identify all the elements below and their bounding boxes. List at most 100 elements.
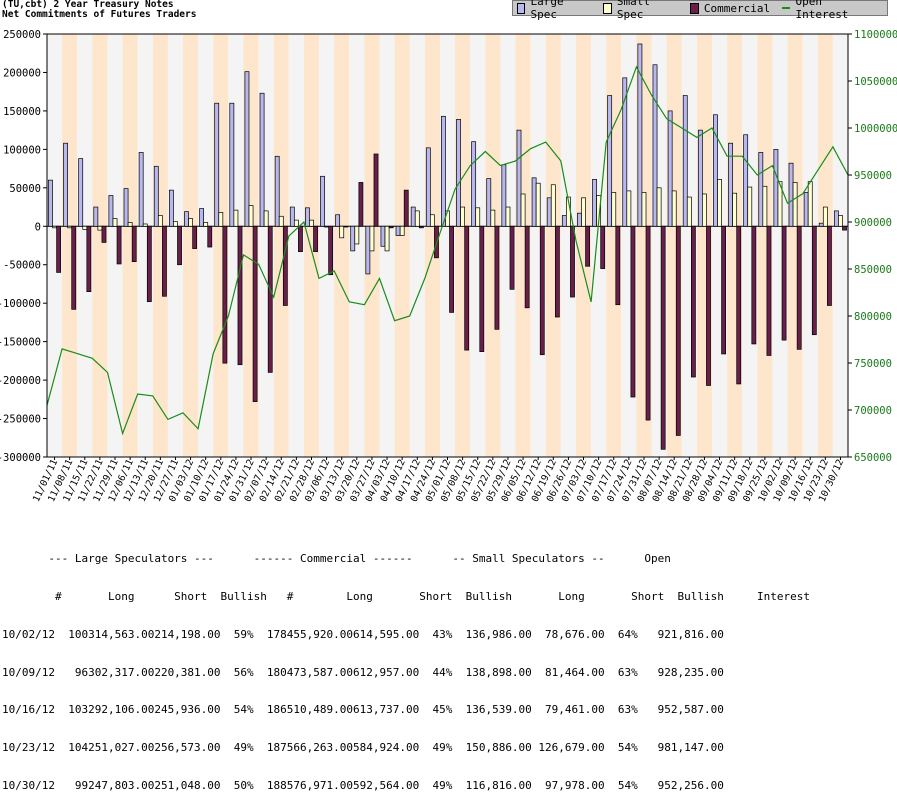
large-spec-bar <box>138 152 144 227</box>
small-spec-bar <box>671 190 677 227</box>
week-band <box>167 34 184 457</box>
table-row: 10/09/12 96302,317.00220,381.00 56% 1804… <box>2 665 724 679</box>
commercial-bar <box>192 225 198 249</box>
commercial-bar <box>570 225 575 298</box>
legend-open-interest-label: Open Interest <box>795 0 849 21</box>
large-spec-bar <box>48 179 53 227</box>
large-spec-bar <box>531 177 537 227</box>
week-band <box>591 34 607 457</box>
small-spec-bar <box>445 210 450 227</box>
small-spec-bar <box>747 186 753 227</box>
title-line-1: (TU,cbt) 2 Year Treasury Notes <box>2 0 174 10</box>
small-spec-bar <box>67 225 73 229</box>
commercial-bar <box>554 225 560 318</box>
left-axis-label: -250000 <box>0 414 41 426</box>
week-band <box>409 34 425 457</box>
commercial-bar <box>706 225 711 386</box>
small-spec-bar <box>535 182 541 227</box>
commercial-bar <box>479 225 485 352</box>
large-spec-bar <box>516 129 522 227</box>
small-spec-bar <box>97 225 103 231</box>
commercial-bar <box>600 225 606 269</box>
small-spec-bar <box>460 206 466 227</box>
small-spec-bar <box>822 206 828 227</box>
commercial-bar <box>418 225 424 229</box>
small-spec-bar <box>52 225 57 229</box>
commercial-bar <box>71 225 77 310</box>
small-spec-bar <box>717 179 722 227</box>
week-band <box>787 34 803 457</box>
small-spec-bar <box>656 187 662 227</box>
large-spec-bar <box>199 208 204 227</box>
large-spec-bar <box>244 71 250 227</box>
large-spec-bar <box>305 207 310 227</box>
large-spec-bar <box>259 92 265 227</box>
commercial-bar <box>131 225 137 263</box>
large-spec-bar <box>395 225 401 236</box>
large-spec-bar <box>682 95 688 227</box>
large-spec-bar <box>153 165 159 227</box>
right-axis-label: 850000 <box>854 264 892 276</box>
commercial-bar <box>781 225 787 341</box>
large-spec-bar <box>410 206 416 227</box>
large-spec-bar <box>380 225 386 247</box>
small-spec-bar <box>233 209 239 227</box>
left-axis-label: 0 <box>35 221 41 233</box>
large-spec-bar <box>728 142 733 227</box>
large-spec-bar <box>607 95 613 227</box>
commercial-bar <box>660 225 666 450</box>
small-spec-bar <box>611 192 617 227</box>
commercial-bar <box>827 225 832 306</box>
small-spec-bar <box>324 225 329 228</box>
legend: Large Spec Small Spec Commercial Open In… <box>512 0 888 21</box>
large-spec-bar <box>697 129 703 227</box>
table-row: 10/16/12 103292,106.00245,936.00 54% 186… <box>2 703 724 717</box>
commercial-bar <box>842 225 847 231</box>
week-band <box>47 34 63 457</box>
left-axis-label: 200000 <box>3 67 41 79</box>
small-spec-bar <box>686 196 692 227</box>
right-axis-label: 750000 <box>854 358 892 370</box>
large-spec-bar <box>63 142 68 227</box>
commercial-bar <box>282 225 288 306</box>
week-band <box>575 34 592 457</box>
large-spec-bar <box>637 43 643 227</box>
small-spec-bar <box>792 182 798 227</box>
commercial-bar <box>237 225 243 366</box>
commercial-bar <box>796 225 802 350</box>
large-spec-bar <box>788 162 794 227</box>
large-spec-bar <box>123 188 129 227</box>
table-row: 10/23/12 104251,027.00256,573.00 49% 187… <box>2 741 724 755</box>
commercial-bar <box>358 182 364 227</box>
commercial-bar <box>645 225 651 421</box>
commercial-bar <box>373 153 379 227</box>
large-spec-bar <box>168 189 174 227</box>
chart-title: (TU,cbt) 2 Year Treasury Notes Net Commi… <box>2 0 196 20</box>
commercial-bar <box>766 225 772 356</box>
large-spec-bar <box>818 222 824 227</box>
open-interest-line <box>46 65 849 436</box>
title-line-2: Net Commitments of Futures Traders <box>2 9 197 20</box>
week-band <box>273 34 289 457</box>
commercial-bar <box>313 225 318 253</box>
legend-large-spec-label: Large Spec <box>530 0 564 21</box>
large-spec-bar <box>184 211 189 227</box>
week-band <box>77 34 93 457</box>
small-spec-bar <box>429 214 435 227</box>
large-spec-bar <box>561 215 567 227</box>
week-band <box>198 34 214 457</box>
legend-commercial-label: Commercial <box>703 1 771 15</box>
right-axis-label: 700000 <box>854 405 892 417</box>
week-band <box>62 34 78 457</box>
small-spec-bar <box>475 207 481 227</box>
commercial-bar <box>252 225 258 402</box>
small-spec-bar <box>112 218 118 227</box>
week-band <box>394 34 410 457</box>
left-axis-label: -200000 <box>0 375 41 387</box>
table-row: 10/02/12 100314,563.00214,198.00 59% 178… <box>2 627 724 641</box>
commercial-bar <box>449 225 454 313</box>
commercial-bar <box>298 225 303 253</box>
commercial-bar <box>403 189 409 227</box>
week-band <box>802 34 818 457</box>
left-axis-label: -300000 <box>0 452 41 464</box>
